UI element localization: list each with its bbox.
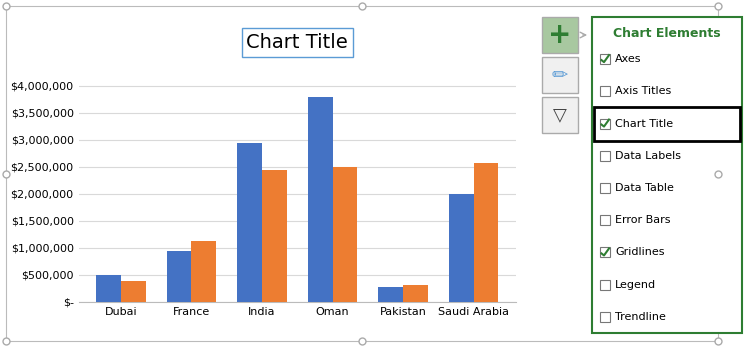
FancyBboxPatch shape: [592, 17, 742, 333]
FancyBboxPatch shape: [600, 215, 610, 225]
FancyBboxPatch shape: [594, 108, 740, 141]
Text: ▽: ▽: [553, 106, 567, 124]
FancyBboxPatch shape: [600, 151, 610, 161]
FancyBboxPatch shape: [542, 97, 578, 133]
Bar: [378, 287, 403, 302]
Text: Axes: Axes: [615, 54, 642, 64]
Text: Data Table: Data Table: [615, 183, 674, 193]
FancyBboxPatch shape: [542, 17, 578, 53]
Title: Chart Title: Chart Title: [246, 33, 349, 52]
Bar: [403, 285, 428, 302]
Text: ✏: ✏: [552, 66, 568, 85]
FancyBboxPatch shape: [600, 86, 610, 96]
FancyBboxPatch shape: [600, 247, 610, 257]
Text: Chart Title: Chart Title: [615, 119, 673, 128]
FancyBboxPatch shape: [600, 183, 610, 193]
FancyBboxPatch shape: [600, 54, 610, 64]
Text: Legend: Legend: [615, 280, 656, 290]
Text: Error Bars: Error Bars: [615, 215, 670, 225]
Bar: [308, 97, 333, 302]
Text: Axis Titles: Axis Titles: [615, 86, 671, 96]
Bar: [191, 242, 216, 302]
Text: Gridlines: Gridlines: [615, 247, 664, 257]
Bar: [121, 281, 146, 302]
Text: Trendline: Trendline: [615, 312, 666, 322]
Bar: [473, 163, 498, 302]
Bar: [237, 143, 262, 302]
Bar: [96, 275, 121, 302]
Text: Data Labels: Data Labels: [615, 151, 681, 161]
FancyBboxPatch shape: [600, 280, 610, 290]
FancyBboxPatch shape: [600, 312, 610, 322]
Bar: [333, 167, 358, 302]
FancyBboxPatch shape: [600, 119, 610, 128]
Text: Chart Elements: Chart Elements: [613, 27, 721, 40]
Text: +: +: [548, 21, 571, 49]
Bar: [262, 170, 286, 302]
Bar: [167, 251, 191, 302]
Bar: [449, 194, 473, 302]
FancyBboxPatch shape: [542, 57, 578, 93]
